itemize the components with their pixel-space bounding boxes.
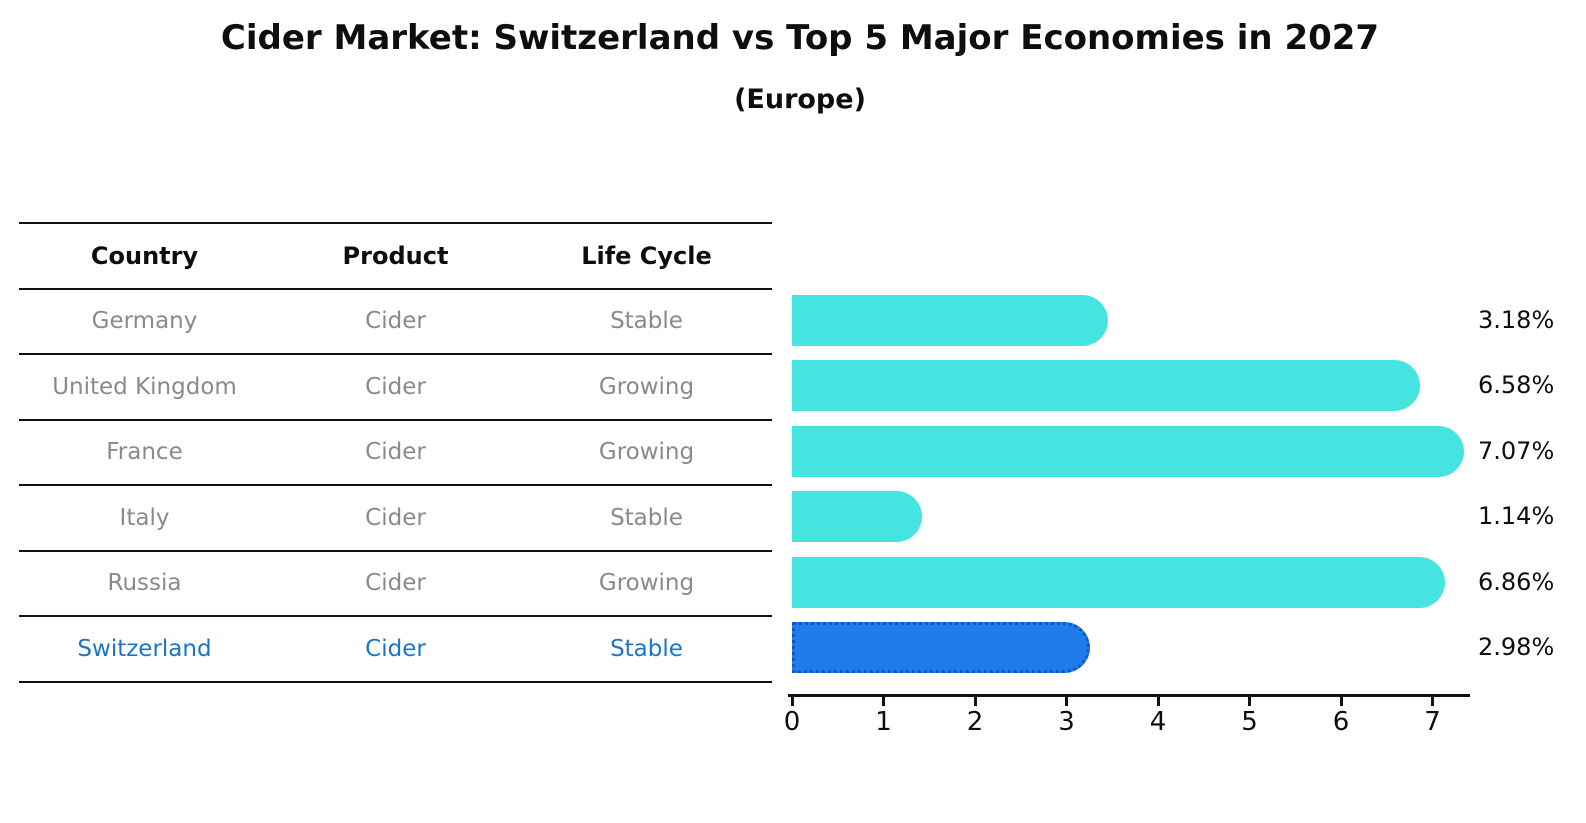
x-axis-tick (1248, 697, 1251, 706)
bar-switzerland-highlighted (792, 622, 1091, 674)
table-row-switzerland: Switzerland Cider Stable (19, 615, 772, 681)
x-axis-tick (1339, 697, 1343, 706)
cell-life-cycle: Stable (610, 308, 683, 335)
x-axis-tick (1156, 697, 1160, 706)
cell-country: Germany (91, 308, 198, 335)
x-axis-tick (1431, 697, 1434, 706)
table-row-italy: Italy Cider Stable (19, 484, 772, 550)
bar-row (792, 353, 1492, 419)
value-label-germany: 3.18% (1478, 305, 1555, 334)
cell-country: Switzerland (77, 635, 212, 662)
bar-plot-area (792, 288, 1492, 681)
x-axis-tick-label: 3 (1058, 707, 1075, 737)
x-axis-tick (1065, 697, 1068, 706)
column-header-product: Product (342, 241, 449, 270)
cell-product: Cider (365, 504, 426, 531)
cell-country: Russia (107, 570, 182, 597)
chart-subtitle: (Europe) (734, 84, 866, 115)
value-label-switzerland: 2.98% (1478, 633, 1555, 661)
data-table: Country Product Life Cycle Germany Cider… (19, 222, 772, 683)
value-labels: 3.18% 6.58% 7.07% 1.14% 6.86% 2.98% (1478, 288, 1583, 681)
column-header-country: Country (90, 241, 199, 270)
table-row-russia: Russia Cider Growing (19, 549, 772, 616)
x-axis-tick-label: 4 (1149, 707, 1167, 737)
value-label-italy: 1.14% (1478, 502, 1555, 530)
cell-life-cycle: Stable (610, 504, 683, 531)
cell-country: United Kingdom (52, 373, 237, 400)
cell-product: Cider (365, 570, 426, 597)
x-axis-tick (790, 697, 794, 706)
cell-life-cycle: Stable (610, 635, 683, 662)
cell-product: Cider (365, 635, 426, 662)
value-label-united-kingdom: 6.58% (1478, 371, 1555, 399)
x-axis-line (788, 694, 1470, 697)
value-label-france: 7.07% (1478, 436, 1555, 465)
bar-italy (792, 491, 922, 543)
cell-country: Italy (119, 504, 170, 531)
cell-product: Cider (365, 308, 426, 335)
bar-row (792, 288, 1492, 354)
table-header-row: Country Product Life Cycle (19, 222, 772, 288)
x-axis-tick (973, 697, 977, 706)
x-axis-tick-label: 6 (1332, 707, 1350, 737)
cell-product: Cider (365, 373, 426, 400)
value-label-russia: 6.86% (1478, 567, 1555, 596)
bar-row (792, 615, 1492, 681)
x-axis-tick-label: 1 (875, 707, 892, 737)
bar-united-kingdom (792, 360, 1420, 412)
x-axis-tick-label: 7 (1424, 707, 1441, 737)
bar-russia (792, 556, 1446, 608)
table-row-united-kingdom: United Kingdom Cider Growing (19, 353, 772, 419)
bar-row (792, 550, 1492, 616)
bar-row (792, 484, 1492, 550)
table-row-germany: Germany Cider Stable (19, 287, 772, 354)
cell-life-cycle: Growing (598, 439, 695, 466)
x-axis-tick-label: 2 (966, 707, 984, 737)
x-axis-tick-label: 5 (1241, 707, 1258, 737)
column-header-life-cycle: Life Cycle (581, 241, 712, 270)
cell-life-cycle: Growing (598, 570, 695, 597)
cell-country: France (106, 439, 183, 466)
bar-france (792, 425, 1465, 477)
x-axis-tick-label: 0 (783, 707, 801, 737)
bar-germany (792, 294, 1109, 346)
cell-life-cycle: Growing (598, 373, 695, 400)
table-row-france: France Cider Growing (19, 418, 772, 485)
x-axis-tick (882, 697, 885, 706)
bar-row (792, 419, 1492, 485)
cell-product: Cider (365, 439, 426, 466)
chart-title: Cider Market: Switzerland vs Top 5 Major… (220, 18, 1380, 58)
